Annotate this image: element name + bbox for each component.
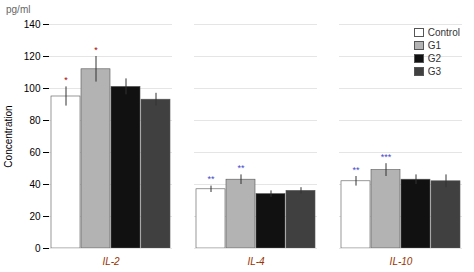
svg-text:120: 120 — [24, 51, 41, 62]
html-text:G1: G1 — [427, 40, 442, 51]
svg-text:40: 40 — [29, 179, 41, 190]
html-text:G3: G3 — [427, 66, 442, 77]
svg-text:Concentration: Concentration — [3, 105, 14, 167]
svg-text:IL-10: IL-10 — [390, 256, 413, 267]
html-text:Control: Control — [427, 27, 460, 38]
svg-text:IL-2: IL-2 — [102, 256, 120, 267]
svg-text:IL-4: IL-4 — [247, 256, 265, 267]
svg-text:20: 20 — [29, 211, 41, 222]
svg-text:0: 0 — [35, 243, 41, 254]
html-text:pg/ml: pg/ml — [6, 4, 31, 15]
svg-text:60: 60 — [29, 147, 41, 158]
svg-text:**: ** — [237, 163, 245, 173]
svg-text:**: ** — [207, 174, 215, 184]
svg-text:100: 100 — [24, 83, 41, 94]
svg-text:140: 140 — [24, 19, 41, 30]
svg-text:***: *** — [381, 152, 392, 162]
svg-text:80: 80 — [29, 115, 41, 126]
svg-text:*: * — [64, 75, 68, 85]
svg-text:*: * — [94, 45, 98, 55]
html-text:G2: G2 — [427, 53, 442, 64]
svg-text:**: ** — [352, 165, 360, 175]
